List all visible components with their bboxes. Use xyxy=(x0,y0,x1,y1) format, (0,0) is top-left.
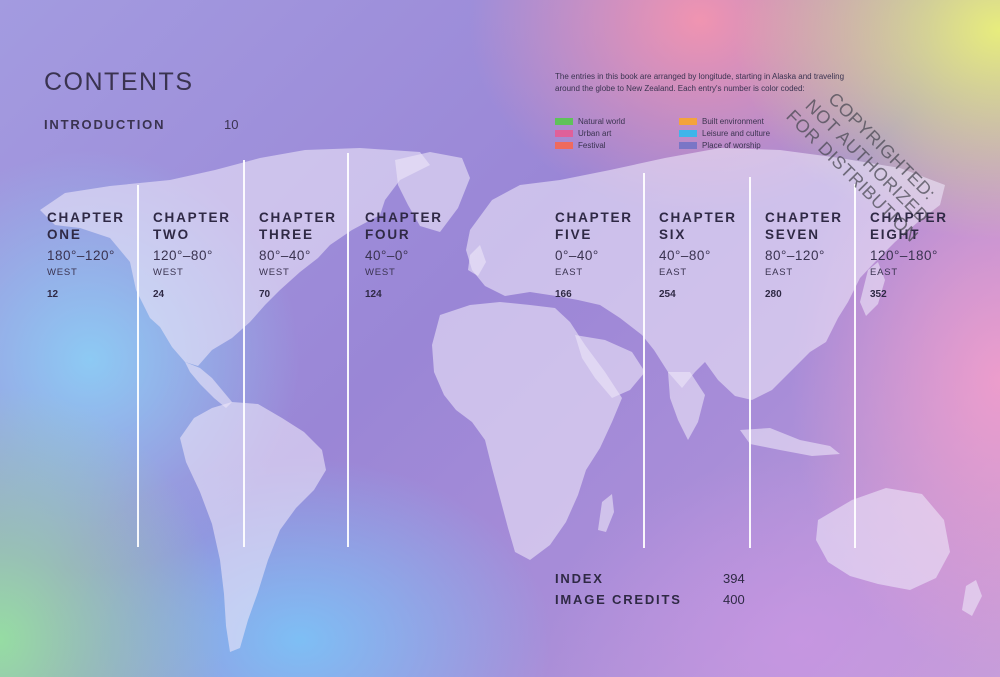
chapter-direction: EAST xyxy=(659,267,688,278)
legend-swatch xyxy=(555,142,573,149)
chapter-page-number: 12 xyxy=(47,289,59,300)
eurasia-shape xyxy=(466,148,945,400)
legend-swatch xyxy=(679,130,697,137)
chapter-direction: EAST xyxy=(765,267,794,278)
legend-label: Urban art xyxy=(578,129,612,138)
chapter-longitude-range: 80°–120° xyxy=(765,248,825,263)
index-page-number: 394 xyxy=(723,571,745,586)
chapter-four-entry[interactable]: CHAPTER FOUR 40°–0° WEST 124 xyxy=(365,209,465,301)
chapter-page-number: 166 xyxy=(555,289,572,300)
longitude-divider xyxy=(137,185,139,547)
introduction-page-number: 10 xyxy=(224,117,239,132)
legend-swatch xyxy=(555,130,573,137)
chapter-label: CHAPTER xyxy=(47,210,125,225)
chapter-label: CHAPTER xyxy=(153,210,231,225)
chapter-longitude-range: 40°–0° xyxy=(365,248,409,263)
chapter-page-number: 352 xyxy=(870,289,887,300)
longitude-divider xyxy=(243,160,245,547)
legend-swatch xyxy=(555,118,573,125)
chapter-number: EIGHT xyxy=(870,227,921,242)
chapter-direction: EAST xyxy=(555,267,584,278)
chapter-direction: WEST xyxy=(47,267,78,278)
chapter-label: CHAPTER xyxy=(555,210,633,225)
chapter-label: CHAPTER xyxy=(259,210,337,225)
chapter-label: CHAPTER xyxy=(365,210,443,225)
chapter-number: TWO xyxy=(153,227,190,242)
legend-label: Leisure and culture xyxy=(702,129,771,138)
chapter-page-number: 280 xyxy=(765,289,782,300)
indonesia-shape xyxy=(740,428,840,456)
chapter-page-number: 24 xyxy=(153,289,165,300)
longitude-divider xyxy=(643,173,645,548)
chapter-longitude-range: 120°–80° xyxy=(153,248,213,263)
chapter-longitude-range: 120°–180° xyxy=(870,248,938,263)
chapter-three-entry[interactable]: CHAPTER THREE 80°–40° WEST 70 xyxy=(259,209,359,301)
chapter-longitude-range: 180°–120° xyxy=(47,248,115,263)
chapter-direction: EAST xyxy=(870,267,899,278)
south-america-shape xyxy=(180,402,326,652)
chapter-longitude-range: 0°–40° xyxy=(555,248,599,263)
chapter-eight-entry[interactable]: CHAPTER EIGHT 120°–180° EAST 352 xyxy=(870,209,970,301)
chapter-number: FIVE xyxy=(555,227,593,242)
arabia-shape xyxy=(575,335,645,398)
chapter-five-entry[interactable]: CHAPTER FIVE 0°–40° EAST 166 xyxy=(555,209,655,301)
india-shape xyxy=(668,372,705,440)
new-zealand-shape xyxy=(962,580,982,616)
image-credits-label: IMAGE CREDITS xyxy=(555,592,682,607)
legend-label: Festival xyxy=(578,141,606,150)
chapter-number: SEVEN xyxy=(765,227,820,242)
australia-shape xyxy=(816,488,950,590)
legend-swatch xyxy=(679,118,697,125)
greenland-shape xyxy=(395,152,470,232)
index-label: INDEX xyxy=(555,571,604,586)
japan-shape xyxy=(860,262,885,316)
chapter-direction: WEST xyxy=(153,267,184,278)
legend-intro-text: The entries in this book are arranged by… xyxy=(555,72,845,93)
british-isles-shape xyxy=(468,245,486,276)
chapter-six-entry[interactable]: CHAPTER SIX 40°–80° EAST 254 xyxy=(659,209,759,301)
chapter-longitude-range: 80°–40° xyxy=(259,248,311,263)
legend-label: Place of worship xyxy=(702,141,761,150)
chapter-number: SIX xyxy=(659,227,687,242)
chapter-two-entry[interactable]: CHAPTER TWO 120°–80° WEST 24 xyxy=(153,209,253,301)
image-credits-page-number: 400 xyxy=(723,592,745,607)
continents xyxy=(40,148,982,652)
chapter-direction: WEST xyxy=(365,267,396,278)
legend-label: Natural world xyxy=(578,117,626,126)
chapter-number: THREE xyxy=(259,227,314,242)
chapter-direction: WEST xyxy=(259,267,290,278)
chapter-seven-entry[interactable]: CHAPTER SEVEN 80°–120° EAST 280 xyxy=(765,209,865,301)
longitude-divider xyxy=(347,153,349,547)
longitude-divider xyxy=(854,184,856,548)
chapter-page-number: 254 xyxy=(659,289,676,300)
page-title: CONTENTS xyxy=(44,68,194,96)
chapter-label: CHAPTER xyxy=(870,210,948,225)
chapter-number: FOUR xyxy=(365,227,411,242)
chapter-page-number: 124 xyxy=(365,289,382,300)
legend-swatch xyxy=(679,142,697,149)
introduction-label: INTRODUCTION xyxy=(44,117,166,132)
chapter-label: CHAPTER xyxy=(765,210,843,225)
chapter-page-number: 70 xyxy=(259,289,271,300)
central-america-shape xyxy=(185,362,232,408)
legend-label: Built environment xyxy=(702,117,764,126)
africa-shape xyxy=(432,302,622,560)
chapter-number: ONE xyxy=(47,227,82,242)
madagascar-shape xyxy=(598,494,614,532)
chapter-longitude-range: 40°–80° xyxy=(659,248,711,263)
chapter-one-entry[interactable]: CHAPTER ONE 180°–120° WEST 12 xyxy=(47,209,147,301)
longitude-divider xyxy=(749,177,751,548)
chapter-label: CHAPTER xyxy=(659,210,737,225)
